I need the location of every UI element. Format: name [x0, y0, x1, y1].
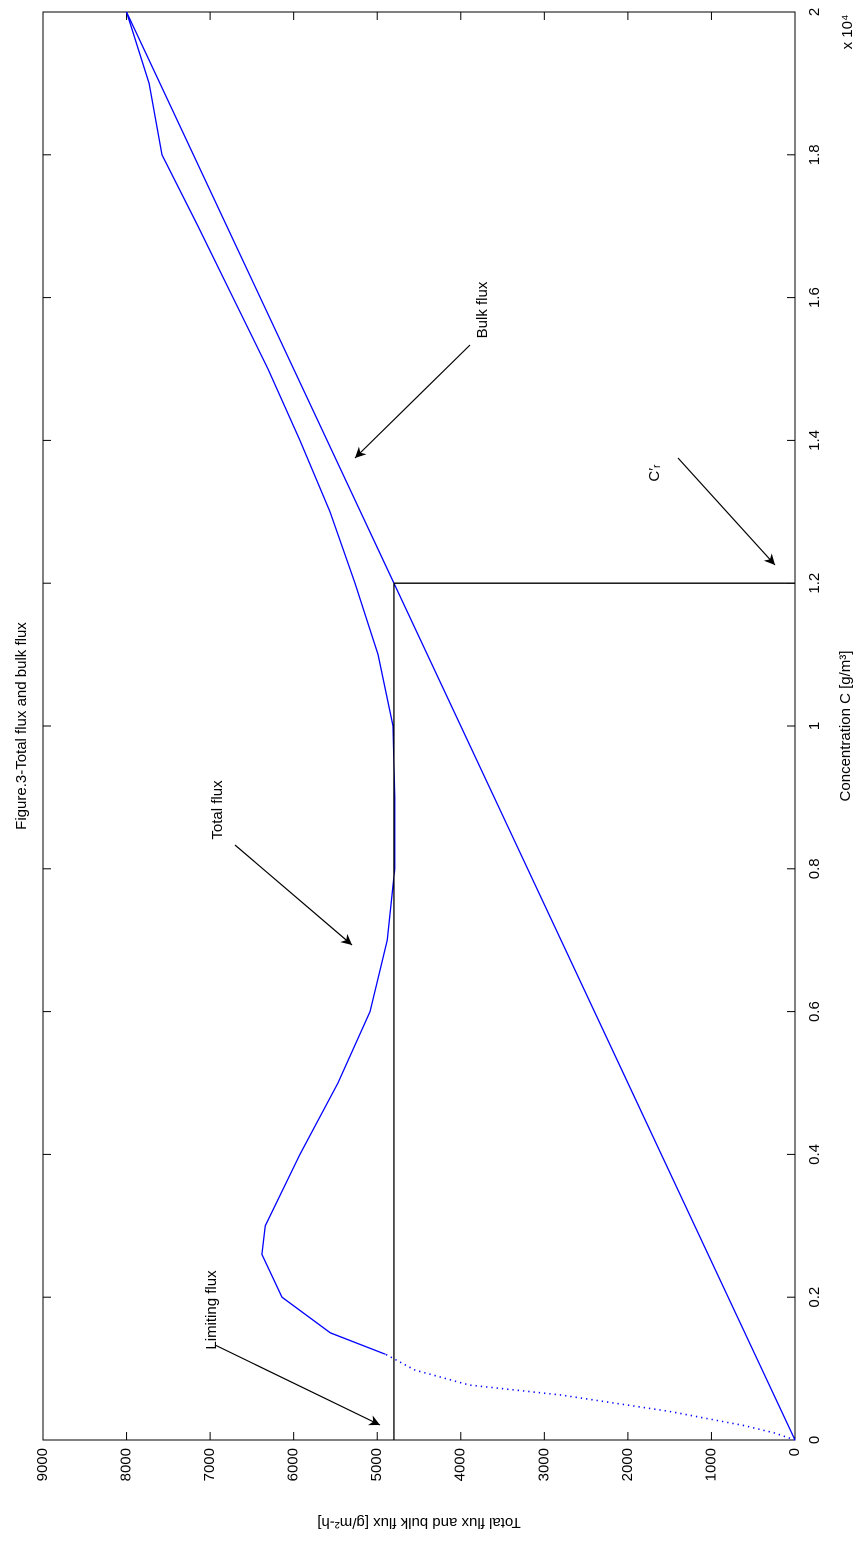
x-axis-label: Concentration C [g/m³]: [837, 651, 854, 802]
x-tick-label: 1: [806, 722, 823, 730]
y-tick-label: 0: [786, 1448, 803, 1456]
annotation: Bulk flux: [474, 281, 491, 338]
x-tick-label: 1.2: [806, 573, 823, 594]
annotation: Limiting flux: [203, 1270, 220, 1350]
y-tick-label: 4000: [452, 1448, 469, 1481]
series-line: [125, 11, 796, 1441]
x-tick-label: 2: [806, 8, 823, 16]
x-multiplier: x 10⁴: [839, 15, 856, 50]
series-line: [385, 1353, 796, 1441]
y-tick-label: 1000: [702, 1448, 719, 1481]
annotation-arrow: [214, 1344, 381, 1426]
y-tick-label: 9000: [34, 1448, 51, 1481]
rotated-plot: Figure.3-Total flux and bulk flux Concen…: [13, 8, 856, 1531]
y-axis-label: Total flux and bulk flux [g/m²-h]: [317, 1514, 520, 1531]
x-tick-label: 1.8: [806, 144, 823, 165]
x-tick-label: 1.4: [806, 430, 823, 451]
y-tick-label: 8000: [118, 1448, 135, 1481]
x-tick-label: 0: [806, 1436, 823, 1444]
x-tick-label: 0.2: [806, 1287, 823, 1308]
y-tick-label: 6000: [285, 1448, 302, 1481]
y-tick-label: 3000: [535, 1448, 552, 1481]
x-tick-label: 0.8: [806, 858, 823, 879]
annotation: C′ᵣ: [646, 464, 663, 482]
annotation-arrow: [677, 457, 776, 566]
y-tick-label: 5000: [368, 1448, 385, 1481]
y-tick-label: 2000: [619, 1448, 636, 1481]
annotation: Total flux: [209, 780, 226, 840]
x-tick-label: 0.6: [806, 1001, 823, 1022]
y-tick-label: 7000: [201, 1448, 218, 1481]
x-tick-label: 1.6: [806, 287, 823, 308]
annotation-arrow: [354, 344, 471, 459]
chart-title: Figure.3-Total flux and bulk flux: [13, 622, 30, 830]
annotation-arrow: [234, 844, 353, 946]
x-tick-label: 0.4: [806, 1144, 823, 1165]
